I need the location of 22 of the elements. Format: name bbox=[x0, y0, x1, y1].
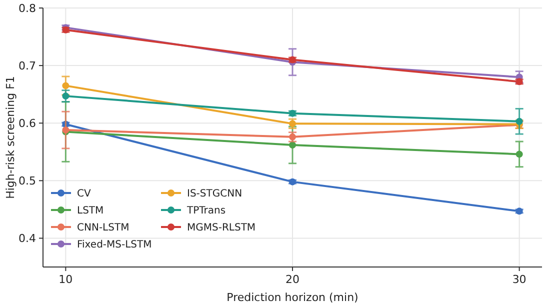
legend-label: CV bbox=[77, 188, 91, 200]
y-tick-label: 0.7 bbox=[18, 59, 36, 72]
legend-label: LSTM bbox=[77, 206, 104, 216]
y-axis-title: High-risk screening F1 bbox=[4, 76, 17, 199]
legend-label: IS-STGCNN bbox=[187, 188, 242, 200]
legend-label: TPTrans bbox=[186, 206, 226, 216]
point bbox=[289, 141, 296, 148]
legend-label: Fixed-MS-LSTM bbox=[77, 240, 152, 250]
legend-label: MGMS-RLSTM bbox=[187, 222, 256, 234]
x-tick-label: 10 bbox=[58, 273, 73, 286]
legend-label: CNN-LSTM bbox=[77, 222, 130, 234]
y-tick-label: 0.6 bbox=[18, 116, 36, 130]
point bbox=[516, 150, 523, 158]
y-tick-label: 0.5 bbox=[18, 174, 36, 188]
x-tick-label: 20 bbox=[286, 273, 300, 286]
y-tick-label: 0.4 bbox=[18, 232, 36, 246]
y-tick-label: 0.8 bbox=[18, 2, 36, 15]
point bbox=[516, 118, 523, 125]
x-axis-title: Prediction horizon (min) bbox=[226, 291, 358, 304]
point bbox=[62, 82, 70, 90]
x-tick-label: 30 bbox=[512, 273, 526, 286]
point bbox=[62, 92, 70, 100]
